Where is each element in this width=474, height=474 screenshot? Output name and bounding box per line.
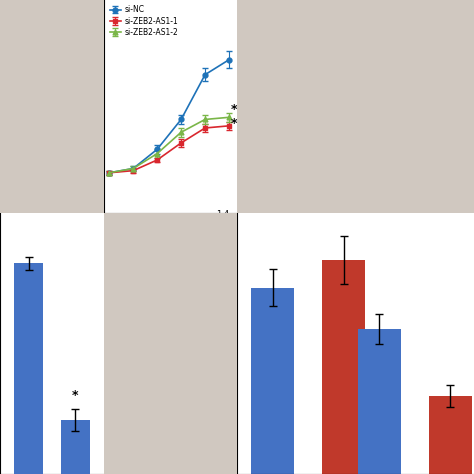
Bar: [61, 419, 90, 474]
Bar: [251, 288, 294, 474]
Text: B: B: [75, 0, 86, 3]
Text: *: *: [231, 103, 237, 116]
Text: *: *: [72, 389, 79, 402]
Y-axis label: Distance (mm): Distance (mm): [204, 310, 213, 377]
Bar: [358, 329, 401, 474]
Bar: [429, 396, 472, 474]
Bar: [322, 260, 365, 474]
Bar: [15, 263, 44, 474]
X-axis label: Time (h): Time (h): [150, 236, 191, 246]
Y-axis label: CCK-8 (OD 450 nm): CCK-8 (OD 450 nm): [72, 63, 81, 150]
Text: *: *: [231, 117, 237, 130]
Legend: si-NC, si-ZEB2-AS1-1, si-ZEB2-AS1-2: si-NC, si-ZEB2-AS1-1, si-ZEB2-AS1-2: [108, 4, 180, 38]
